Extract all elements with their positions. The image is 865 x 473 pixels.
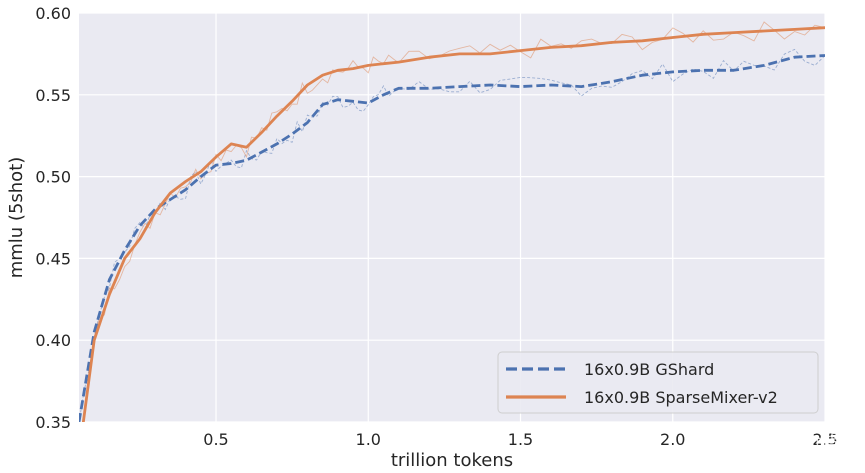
legend-label: 16x0.9B SparseMixer-v2 — [584, 388, 778, 407]
series-line — [81, 26, 825, 422]
y-tick-label: 0.40 — [35, 331, 71, 350]
x-tick-label: 2.0 — [660, 430, 685, 449]
legend-label: 16x0.9B GShard — [584, 360, 714, 379]
series-line — [79, 54, 825, 422]
wechat-icon — [696, 431, 721, 449]
raw-series-line — [79, 48, 825, 422]
watermark-text: 公众号 · 新智元 — [726, 430, 859, 452]
legend: 16x0.9B GShard 16x0.9B SparseMixer-v2 — [497, 351, 819, 414]
y-tick-label: 0.60 — [35, 4, 71, 23]
x-tick-label: 1.5 — [508, 430, 533, 449]
x-axis-label: trillion tokens — [391, 450, 513, 471]
x-tick-label: 2.5 — [812, 430, 837, 449]
y-tick-label: 0.55 — [35, 86, 71, 105]
y-tick-labels: 0.35 0.40 0.45 0.50 0.55 0.60 — [35, 4, 71, 432]
series-lines — [79, 26, 825, 422]
x-tick-label: 1.0 — [356, 430, 381, 449]
watermark: 公众号 · 新智元 — [696, 426, 859, 453]
y-tick-label: 0.35 — [35, 413, 71, 432]
x-tick-label: 0.5 — [203, 430, 228, 449]
y-tick-label: 0.50 — [35, 168, 71, 187]
y-axis-label: mmlu (5shot) — [6, 157, 27, 279]
y-tick-label: 0.45 — [35, 249, 71, 268]
legend-box — [497, 351, 819, 414]
x-tick-labels: 0.5 1.0 1.5 2.0 2.5 — [203, 430, 837, 449]
